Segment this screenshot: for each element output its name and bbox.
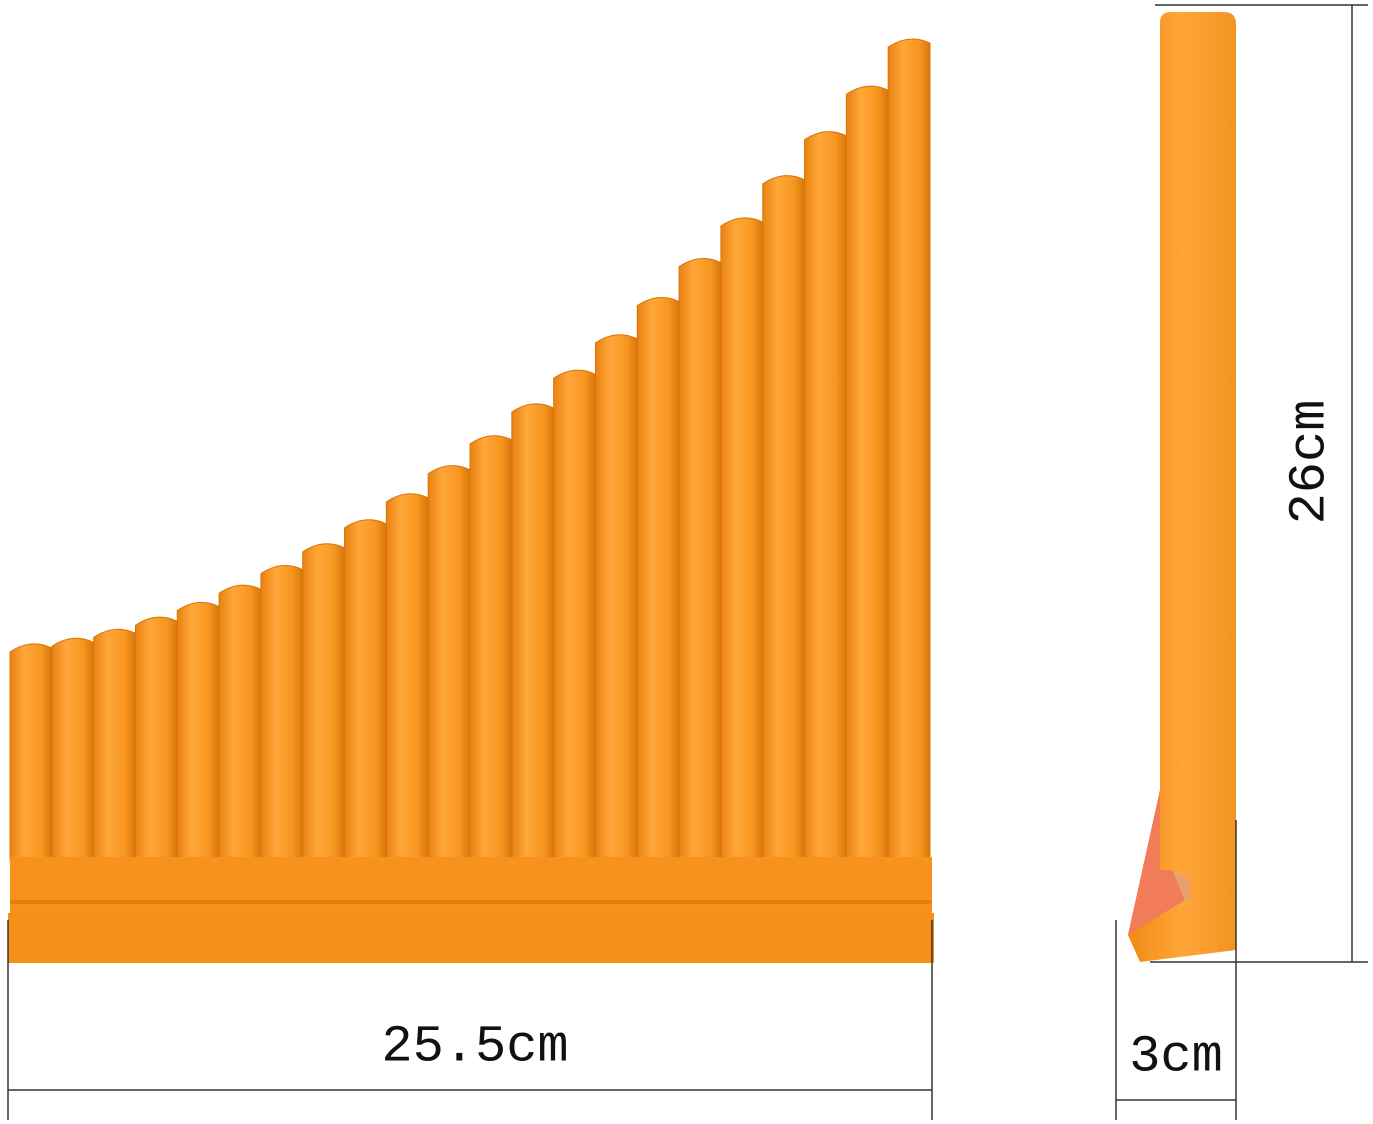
pan-flute-front — [9, 38, 931, 861]
flute-base — [10, 857, 932, 915]
height-label: 26cm — [1281, 400, 1340, 525]
flute-tube — [887, 38, 931, 861]
flute-tube — [762, 175, 806, 861]
flute-tube — [804, 131, 847, 861]
flute-base-edge — [10, 900, 932, 904]
depth-label: 3cm — [1129, 1028, 1223, 1087]
flute-foot — [8, 913, 934, 963]
flute-tube — [9, 643, 53, 861]
flute-tube — [636, 297, 680, 861]
flute-tube — [260, 565, 304, 861]
width-label: 25.5cm — [381, 1018, 568, 1077]
flute-tube — [51, 637, 95, 861]
flute-tube — [385, 493, 429, 861]
flute-tube — [134, 616, 178, 861]
dimension-lines — [7, 4, 1368, 1120]
flute-tube — [594, 334, 638, 861]
flute-tube — [678, 258, 722, 861]
pan-flute-side — [1128, 12, 1236, 962]
flute-tube — [845, 85, 889, 861]
flute-tube — [720, 217, 764, 861]
flute-tube — [176, 601, 220, 861]
flute-tube — [344, 519, 387, 861]
flute-tube — [553, 369, 596, 861]
flute-tube — [427, 465, 471, 861]
flute-tube — [218, 584, 262, 861]
flute-tube — [93, 628, 136, 861]
flute-tube — [469, 435, 513, 861]
flute-tube — [511, 403, 555, 861]
flute-tube — [302, 543, 346, 861]
